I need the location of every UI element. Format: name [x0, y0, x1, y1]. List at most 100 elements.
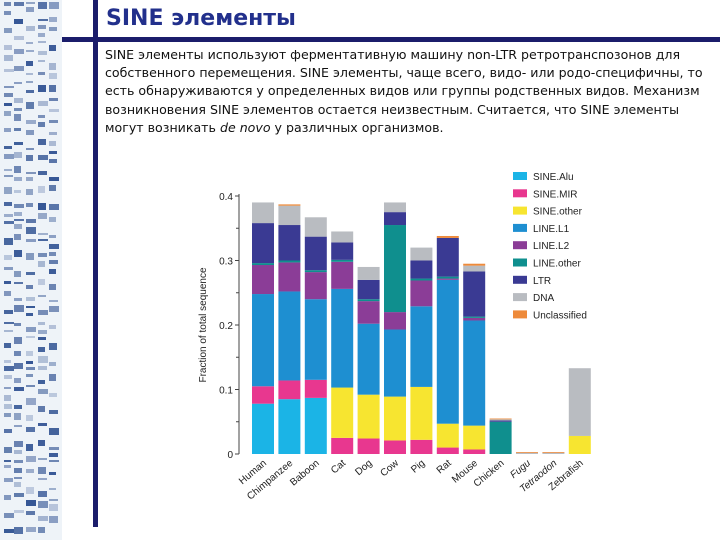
bar-segment: [304, 299, 327, 380]
bar-segment: [331, 387, 354, 438]
gel-band: [14, 527, 23, 534]
gel-band: [38, 233, 48, 235]
gel-band: [49, 306, 59, 312]
gel-band: [14, 108, 22, 111]
gel-band: [4, 447, 12, 453]
bar-segment: [463, 317, 486, 321]
legend-label: SINE.MIR: [533, 189, 577, 200]
bar-segment: [357, 299, 380, 302]
bar-segment: [304, 272, 327, 300]
bar-segment: [436, 423, 459, 448]
gel-band: [49, 516, 58, 523]
bar-segment: [331, 288, 354, 388]
bar-segment: [278, 291, 301, 381]
gel-band: [49, 252, 56, 256]
gel-band: [49, 235, 56, 238]
gel-band: [49, 488, 56, 490]
gel-band: [4, 478, 13, 482]
gel-band: [4, 460, 11, 462]
bar-segment: [463, 320, 486, 426]
gel-band: [4, 495, 11, 500]
legend-swatch: [513, 275, 527, 284]
gel-band: [14, 468, 22, 473]
y-tick-label: 0.4: [219, 192, 233, 203]
gel-band: [14, 219, 24, 221]
bar-segment: [463, 263, 486, 266]
x-tick-label: Pig: [409, 458, 427, 476]
gel-band: [4, 146, 12, 149]
gel-band: [49, 177, 59, 181]
gel-band: [4, 395, 11, 401]
gel-band: [4, 55, 13, 61]
bar-segment: [489, 418, 512, 420]
gel-band: [38, 516, 48, 521]
gel-band: [4, 404, 12, 409]
gel-band: [14, 114, 21, 121]
gel-band: [14, 66, 24, 71]
bar-segment: [542, 452, 565, 453]
gel-band: [14, 298, 22, 301]
gel-band: [49, 447, 59, 450]
bar-segment: [278, 380, 301, 400]
gel-band: [26, 61, 33, 66]
gel-band: [26, 285, 33, 289]
gel-band: [26, 148, 34, 150]
gel-band: [26, 336, 35, 338]
gel-band: [38, 458, 47, 460]
legend-swatch: [513, 223, 527, 232]
slide-body-text: SINE элементы используют ферментативную …: [105, 46, 715, 137]
gel-band: [4, 330, 13, 332]
gel-band: [14, 36, 24, 40]
bar-segment: [304, 397, 327, 454]
y-axis-label: Fraction of total sequence: [198, 267, 209, 383]
legend-label: Unclassified: [533, 310, 587, 321]
gel-band: [49, 141, 56, 146]
gel-band: [49, 453, 58, 457]
bar-segment: [489, 419, 512, 421]
legend-label: LINE.other: [533, 259, 581, 270]
gel-band: [49, 472, 56, 475]
gel-band: [49, 132, 57, 135]
gel-band: [38, 478, 47, 480]
gel-band: [14, 493, 24, 497]
gel-band: [4, 111, 11, 116]
gel-band: [26, 297, 35, 301]
gel-band: [14, 323, 21, 326]
y-tick-label: 0.1: [219, 386, 233, 397]
gel-band: [38, 19, 48, 21]
gel-band: [4, 86, 14, 88]
gel-band: [38, 155, 48, 160]
bar-segment: [436, 278, 459, 280]
gel-band: [26, 415, 33, 421]
x-tick-label: Baboon: [288, 458, 321, 489]
bar-segment: [463, 265, 486, 272]
gel-band: [49, 204, 59, 210]
gel-band: [38, 337, 46, 340]
bar-segment: [410, 280, 433, 307]
bar-segment: [516, 452, 538, 454]
bar-segment: [542, 452, 565, 454]
bar-segment: [278, 205, 301, 226]
gel-band: [26, 272, 35, 275]
gel-band: [49, 269, 56, 274]
bar-segment: [357, 323, 380, 395]
bar-segment: [304, 379, 327, 398]
gel-band: [26, 527, 36, 532]
gel-band: [38, 527, 45, 533]
bar-segment: [384, 202, 406, 213]
gel-band: [26, 219, 36, 223]
gel-band: [38, 279, 45, 285]
gel-band: [26, 42, 33, 44]
legend-label: DNA: [533, 293, 554, 304]
gel-band: [14, 337, 22, 344]
gel-band: [49, 185, 56, 191]
gel-band: [49, 98, 58, 101]
gel-band: [14, 166, 21, 173]
gel-band: [4, 202, 12, 206]
gel-band: [4, 429, 12, 433]
gel-band: [49, 428, 59, 435]
gel-band: [26, 306, 35, 308]
gel-band: [38, 295, 46, 297]
gel-band: [38, 213, 47, 219]
gel-band: [4, 375, 12, 379]
